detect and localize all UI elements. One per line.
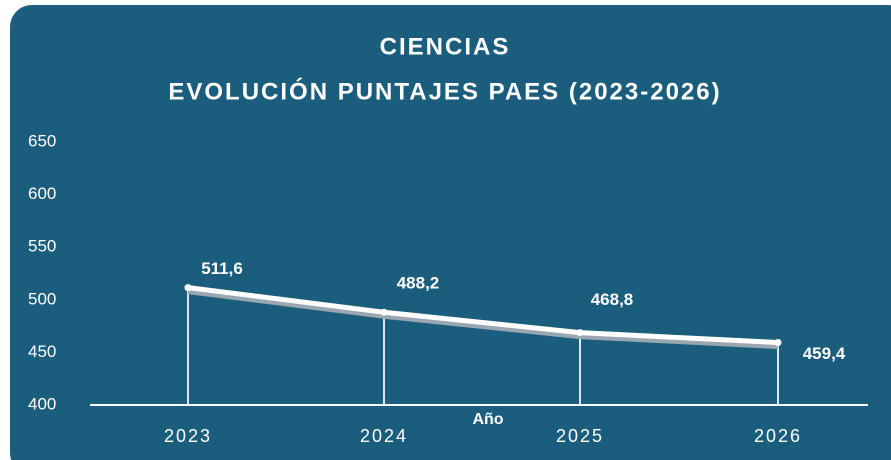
x-tick-label: 2024 bbox=[360, 426, 408, 446]
x-tick-label: 2026 bbox=[754, 426, 802, 446]
y-tick-label: 450 bbox=[28, 342, 56, 361]
y-tick-label: 500 bbox=[28, 289, 56, 308]
line-shadow bbox=[187, 289, 779, 350]
point bbox=[774, 339, 782, 347]
y-tick-label: 650 bbox=[28, 131, 56, 150]
point bbox=[576, 329, 584, 337]
x-tick-label: 2025 bbox=[556, 426, 604, 446]
chart-title: CIENCIAS bbox=[380, 33, 511, 60]
panel bbox=[10, 5, 891, 460]
x-axis-label: Año bbox=[472, 411, 503, 428]
y-tick-label: 550 bbox=[28, 237, 56, 256]
chart-subtitle: EVOLUCIÓN PUNTAJES PAES (2023-2026) bbox=[168, 77, 721, 105]
data-label: 511,6 bbox=[201, 259, 243, 278]
y-tick-label: 400 bbox=[28, 394, 56, 413]
y-tick-label: 600 bbox=[28, 184, 56, 203]
x-tick-label: 2023 bbox=[164, 426, 212, 446]
point bbox=[380, 308, 388, 316]
data-label: 488,2 bbox=[397, 274, 440, 293]
point bbox=[184, 284, 192, 292]
data-label: 468,8 bbox=[591, 290, 634, 309]
data-label: 459,4 bbox=[803, 344, 846, 363]
series-line bbox=[187, 285, 779, 346]
